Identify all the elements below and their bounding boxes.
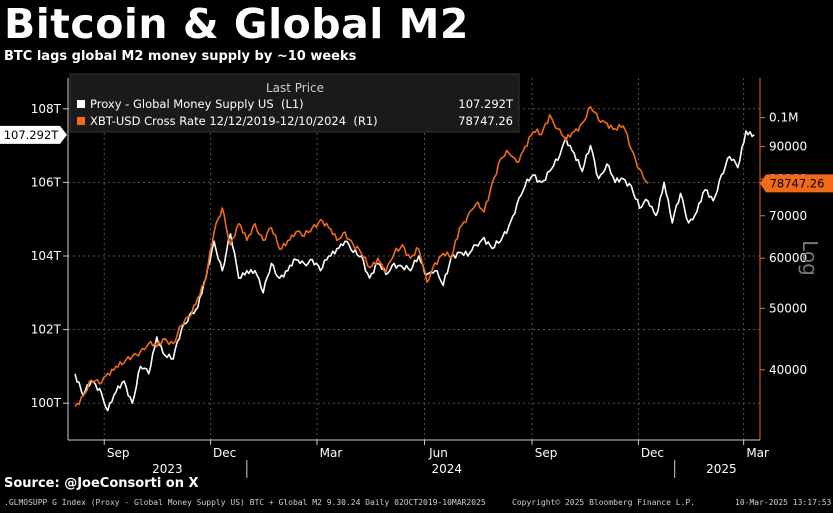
legend-header: Last Price <box>266 81 324 95</box>
x-tick-label: Sep <box>535 446 558 460</box>
source-label: Source: @JoeConsorti on X <box>4 476 199 491</box>
x-year-label: 2025 <box>706 462 737 476</box>
footer-copyright: Copyright© 2025 Bloomberg Finance L.P. <box>512 498 696 507</box>
legend-swatch-btc <box>77 117 85 125</box>
footer-timestamp: 10-Mar-2025 13:17:53 <box>735 498 832 507</box>
x-tick-label: Dec <box>641 446 664 460</box>
x-tick-label: Jun <box>428 446 448 460</box>
x-year-label: 2024 <box>431 462 462 476</box>
page-subtitle: BTC lags global M2 money supply by ~10 w… <box>4 49 357 64</box>
series-line-m2 <box>74 130 755 412</box>
y-tick-label: 102T <box>31 323 62 337</box>
x-tick-label: Mar <box>320 446 343 460</box>
x-year-label: 2023 <box>152 462 183 476</box>
last-value-badge-right <box>760 174 833 193</box>
footer-index-info: .GLMOSUPP G Index (Proxy - Global Money … <box>4 498 486 507</box>
x-tick-label: Dec <box>213 446 236 460</box>
y2-tick-label: 0.1M <box>769 111 798 125</box>
legend-box <box>69 73 520 133</box>
y2-tick-label: 40000 <box>769 363 807 377</box>
legend-swatch-m2 <box>77 100 85 108</box>
y-tick-label: 106T <box>31 175 62 189</box>
x-tick-label: Mar <box>746 446 769 460</box>
last-value-badges: 107.292T 78747.26 <box>0 125 833 193</box>
chart-series <box>74 106 755 412</box>
log-scale-label: Log <box>798 240 822 276</box>
chart-legend: Last Price Proxy - Global Money Supply U… <box>69 73 520 133</box>
y-tick-label: 100T <box>31 396 62 410</box>
series-line-btc <box>74 106 649 408</box>
legend-entry-m2: Proxy - Global Money Supply US (L1) <box>90 97 304 111</box>
page-title: Bitcoin & Global M2 <box>4 0 469 48</box>
y2-tick-label: 90000 <box>769 140 807 154</box>
legend-value-btc: 78747.26 <box>458 114 513 128</box>
last-value-badge-left <box>0 125 67 144</box>
x-tick-label: Sep <box>107 446 130 460</box>
last-value-label-left: 107.292T <box>4 128 60 142</box>
last-value-label-right: 78747.26 <box>770 176 825 190</box>
y-tick-label: 104T <box>31 249 62 263</box>
y2-tick-label: 50000 <box>769 301 807 315</box>
y2-tick-label: 60000 <box>769 251 807 265</box>
y-tick-label: 108T <box>31 102 62 116</box>
legend-entry-btc: XBT-USD Cross Rate 12/12/2019-12/10/2024… <box>90 114 378 128</box>
legend-value-m2: 107.292T <box>458 97 514 111</box>
y2-tick-label: 70000 <box>769 209 807 223</box>
